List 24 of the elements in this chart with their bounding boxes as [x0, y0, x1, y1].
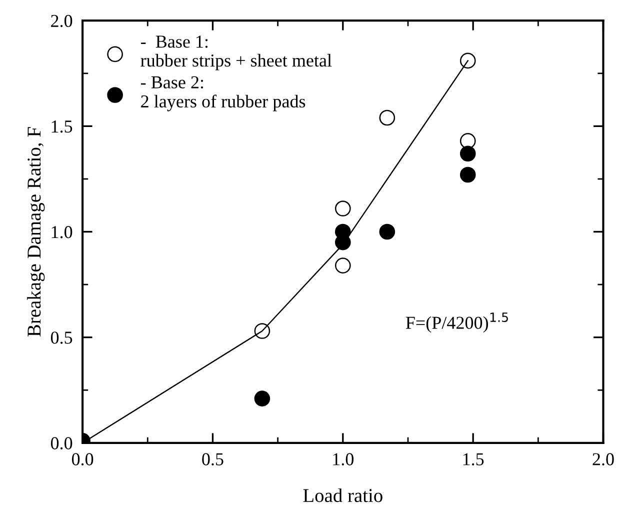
legend-label: - Base 2: 2 layers of rubber pads: [141, 76, 306, 112]
point: [334, 200, 351, 216]
y-tick-label: 1.0: [52, 226, 72, 238]
x-axis-title: Load ratio: [303, 488, 382, 502]
x-tick-label: 1.5: [463, 453, 484, 466]
x-tick-label: 1.0: [333, 453, 354, 466]
point: [460, 133, 476, 149]
point: [379, 224, 396, 240]
x-tick-label: 0.0: [72, 453, 94, 466]
x-tick-label: 2.0: [592, 453, 614, 466]
point: [379, 110, 396, 126]
y-tick-label: 0.0: [50, 437, 72, 450]
legend-label: - Base 1: rubber strips + sheet metal: [140, 36, 332, 70]
y-axis-title: Breakage Damage Ratio, F: [27, 127, 45, 336]
point: [460, 166, 476, 183]
point: [460, 52, 476, 69]
point: [334, 258, 351, 274]
y-tick-label: 0.5: [50, 332, 72, 344]
point: [254, 390, 270, 406]
y-tick-label: 1.5: [52, 120, 72, 133]
y-tick-label: 2.0: [51, 14, 72, 28]
x-tick-label: 0.5: [202, 453, 224, 466]
point: [460, 146, 476, 162]
annotation: F=(P/4200)$^{1.5}$: [406, 312, 508, 333]
